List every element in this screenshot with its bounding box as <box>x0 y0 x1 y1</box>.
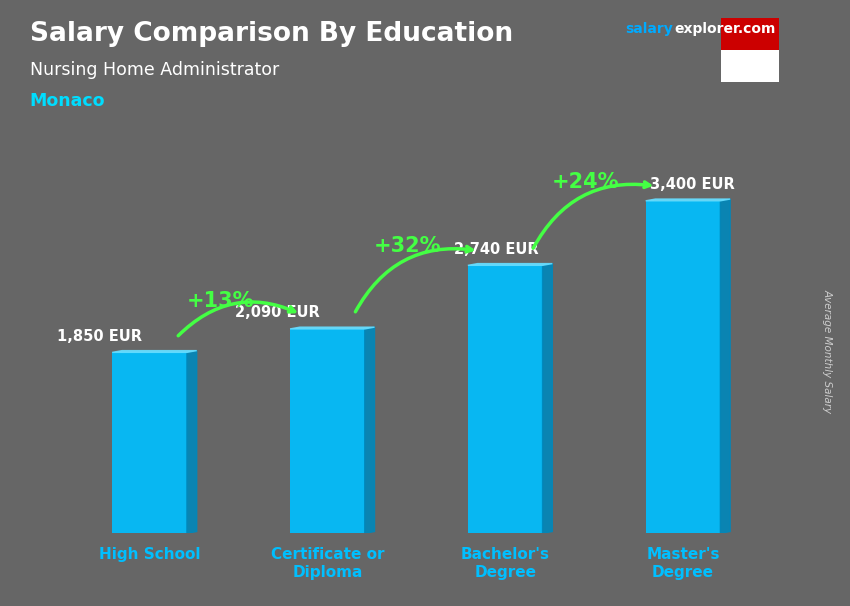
Text: salary: salary <box>625 22 672 36</box>
Text: explorer.com: explorer.com <box>674 22 775 36</box>
FancyBboxPatch shape <box>112 352 187 533</box>
Polygon shape <box>112 351 196 352</box>
Text: Average Monthly Salary: Average Monthly Salary <box>823 290 833 413</box>
Polygon shape <box>468 264 552 265</box>
Polygon shape <box>720 199 730 533</box>
Text: 3,400 EUR: 3,400 EUR <box>649 177 734 192</box>
Polygon shape <box>187 351 196 533</box>
FancyBboxPatch shape <box>290 329 365 533</box>
Text: +32%: +32% <box>374 236 441 256</box>
Text: +24%: +24% <box>552 172 619 192</box>
Text: 2,090 EUR: 2,090 EUR <box>235 305 320 320</box>
Polygon shape <box>542 264 552 533</box>
Text: 2,740 EUR: 2,740 EUR <box>454 242 539 256</box>
Polygon shape <box>646 199 730 201</box>
Text: 1,850 EUR: 1,850 EUR <box>57 328 142 344</box>
Polygon shape <box>365 327 375 533</box>
FancyBboxPatch shape <box>646 201 720 533</box>
Text: +13%: +13% <box>187 290 254 310</box>
Bar <box>721 50 779 82</box>
Text: Nursing Home Administrator: Nursing Home Administrator <box>30 61 279 79</box>
FancyBboxPatch shape <box>468 265 542 533</box>
Text: Salary Comparison By Education: Salary Comparison By Education <box>30 21 513 47</box>
Text: Monaco: Monaco <box>30 92 105 110</box>
Bar <box>721 18 779 50</box>
Polygon shape <box>290 327 375 329</box>
